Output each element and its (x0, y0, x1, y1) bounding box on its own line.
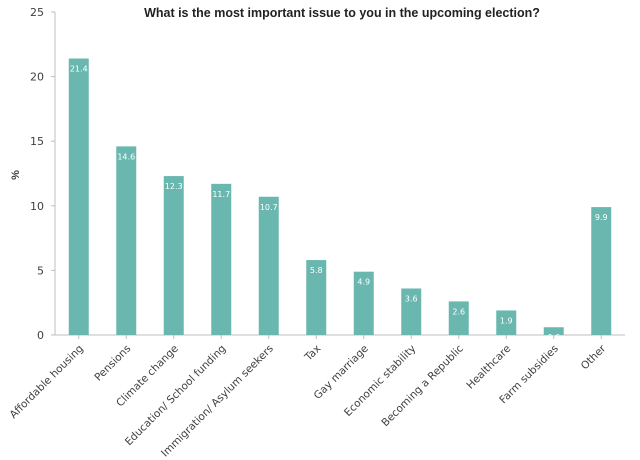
bar (258, 196, 279, 335)
bar (116, 146, 137, 335)
data-label: 11.7 (212, 190, 230, 199)
bar (353, 271, 374, 335)
y-axis-ticks: 0 5 10 15 20 25 (30, 6, 55, 342)
data-labels-group: 21.414.612.311.710.75.84.93.62.61.90.69.… (70, 65, 608, 343)
data-label: 9.9 (595, 213, 608, 222)
y-tick-label: 15 (30, 135, 44, 148)
bar (543, 327, 564, 335)
bars-group (68, 58, 612, 336)
x-tick-label: Other (579, 342, 609, 372)
x-tick-label: Pensions (92, 343, 133, 384)
bar (211, 183, 232, 335)
bar (68, 58, 89, 336)
x-tick-label: Education/ School funding (123, 343, 229, 449)
bar (306, 260, 327, 335)
y-tick-label: 25 (30, 6, 44, 19)
y-tick-label: 20 (30, 71, 44, 84)
data-label: 3.6 (405, 294, 418, 303)
x-tick-label: Tax (302, 343, 323, 364)
data-label: 10.7 (260, 203, 278, 212)
data-label: 2.6 (452, 307, 465, 316)
bar (496, 310, 517, 335)
y-tick-label: 10 (30, 200, 44, 213)
bar (163, 176, 184, 335)
data-label: 5.8 (310, 266, 323, 275)
data-label: 1.9 (500, 316, 513, 325)
y-tick-label: 5 (37, 264, 44, 277)
data-label: 14.6 (117, 152, 135, 161)
y-axis-label: % (10, 170, 22, 180)
x-tick-label: Healthcare (464, 343, 513, 392)
x-tick-label: Affordable housing (7, 343, 85, 421)
data-label: 21.4 (70, 65, 88, 74)
bar (401, 288, 422, 335)
data-label: 12.3 (165, 182, 183, 191)
data-label: 4.9 (357, 278, 370, 287)
x-tick-label: Becoming a Republic (379, 342, 466, 429)
y-tick-label: 0 (37, 329, 44, 342)
bar (591, 207, 612, 335)
bar (448, 301, 469, 335)
chart-title: What is the most important issue to you … (144, 6, 540, 20)
